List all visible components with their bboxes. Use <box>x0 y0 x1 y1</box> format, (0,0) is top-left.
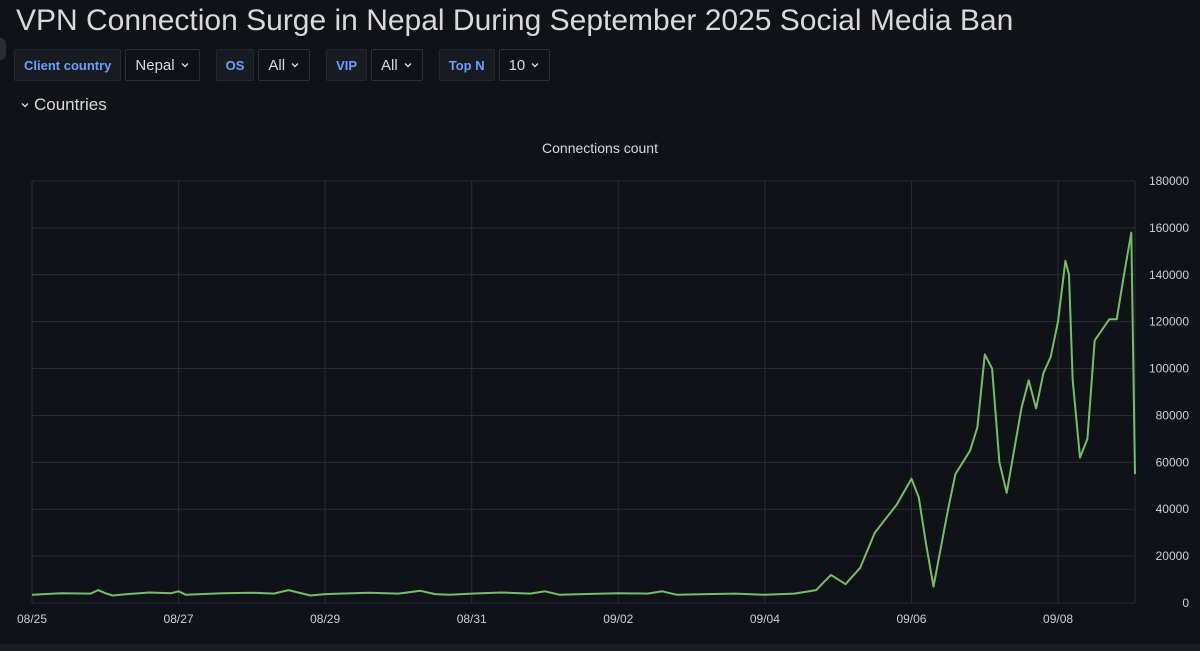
variable-os: OS All <box>215 49 311 81</box>
chevron-down-icon <box>181 63 189 68</box>
row-collapse-toggle[interactable]: Countries <box>20 95 107 115</box>
y-tick-label: 60000 <box>1156 455 1190 469</box>
client-country-select[interactable]: Nepal <box>125 49 200 81</box>
variable-label: OS <box>215 49 255 81</box>
select-value: All <box>381 56 398 74</box>
x-axis-ticks: 08/25 08/27 08/29 08/31 09/02 09/04 09/06 09/08 <box>17 612 1073 626</box>
y-tick-label: 20000 <box>1156 549 1190 563</box>
y-tick-label: 180000 <box>1149 174 1189 188</box>
x-tick-label: 08/27 <box>164 612 194 626</box>
row-title: Countries <box>34 95 107 114</box>
select-value: 10 <box>508 56 526 74</box>
x-tick-label: 09/08 <box>1043 612 1073 626</box>
sidebar-toggle-handle[interactable] <box>0 38 6 60</box>
variable-client-country: Client country Nepal <box>14 49 200 81</box>
chart-grid <box>31 180 1136 604</box>
variable-label: Client country <box>14 49 122 81</box>
select-value: Nepal <box>135 56 175 74</box>
variable-label: Top N <box>438 49 495 81</box>
variable-top-n: Top N 10 <box>438 49 551 81</box>
y-axis-ticks: 0 20000 40000 60000 80000 100000 120000 140000 1… <box>1149 174 1189 610</box>
y-tick-label: 120000 <box>1149 315 1189 329</box>
x-tick-label: 08/25 <box>17 612 47 626</box>
dashboard-title: VPN Connection Surge in Nepal During Sep… <box>16 4 1014 37</box>
os-select[interactable]: All <box>258 49 311 81</box>
x-tick-label: 09/02 <box>603 612 633 626</box>
x-tick-label: 09/04 <box>750 612 780 626</box>
select-value: All <box>268 56 286 74</box>
y-tick-label: 160000 <box>1149 221 1189 235</box>
x-tick-label: 08/31 <box>457 612 487 626</box>
top-n-select[interactable]: 10 <box>498 49 551 81</box>
chart-series <box>31 231 1136 597</box>
variable-label: VIP <box>326 49 368 81</box>
y-tick-label: 80000 <box>1156 408 1190 422</box>
chevron-down-icon <box>531 63 539 68</box>
y-tick-label: 100000 <box>1149 362 1189 376</box>
chevron-down-icon <box>404 63 412 68</box>
x-tick-label: 09/06 <box>896 612 926 626</box>
y-tick-label: 40000 <box>1156 502 1190 516</box>
vip-select[interactable]: All <box>371 49 423 81</box>
chevron-down-icon <box>291 63 299 68</box>
chevron-down-icon <box>21 103 29 108</box>
panel-title: Connections count <box>542 140 658 156</box>
y-tick-label: 140000 <box>1149 268 1189 282</box>
series-line[interactable] <box>31 231 1136 597</box>
x-tick-label: 08/29 <box>310 612 340 626</box>
scroll-area-bottom <box>0 644 1200 651</box>
y-tick-label: 0 <box>1182 596 1189 610</box>
variable-vip: VIP All <box>326 49 423 81</box>
variable-bar: Client country Nepal OS All VIP All Top … <box>14 49 566 81</box>
